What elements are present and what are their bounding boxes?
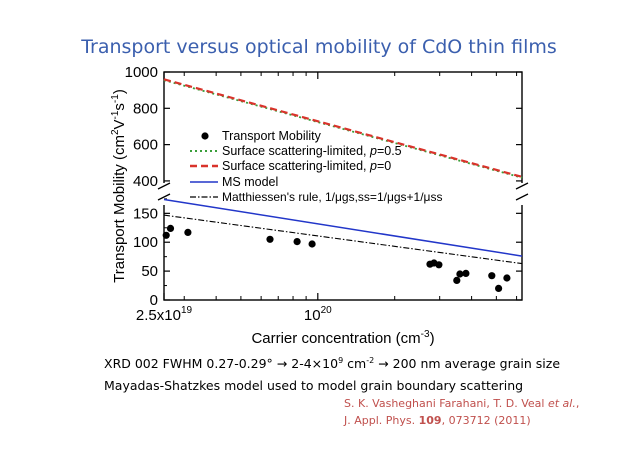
y-tick-label: 100 [133,234,158,251]
data-point [435,261,443,269]
slide-title: Transport versus optical mobility of CdO… [81,36,557,58]
series-line-3 [163,198,523,257]
y-tick-label: 0 [150,292,158,309]
legend-label-ss-05: Surface scattering-limited, p=0.5 [222,144,402,158]
data-point [184,228,192,236]
data-point [453,276,461,284]
legend-label-matthiessen: Matthiessen's rule, 1/μgs,ss=1/μgs+1/μss [222,190,442,204]
series-line-2 [163,78,523,178]
y-tick-label: 50 [141,263,158,280]
note-line-1: XRD 002 FWHM 0.27-0.29° → 2-4×109 cm-2 →… [104,355,561,371]
series-line-4 [163,214,523,265]
legend-label-transport: Transport Mobility [222,129,322,143]
x-axis-label: Carrier concentration (cm-3) [251,329,434,347]
citation-authors: S. K. Vasheghani Farahani, T. D. Veal et… [344,397,580,410]
data-point [308,240,316,248]
note-line-2: Mayadas-Shatzkes model used to model gra… [104,378,524,393]
legend-label-ss-0: Surface scattering-limited, p=0 [222,159,391,173]
data-point [488,272,496,280]
data-points [162,224,511,292]
y-tick-label: 600 [133,137,158,154]
data-point [462,269,470,277]
series-line-1 [163,79,523,179]
x-tick-label: 2.5x1019 [136,305,193,324]
legend-marker-dot [201,132,209,140]
data-point [456,270,464,278]
y-axis-label: Transport Mobility (cm2V-1s-1) [110,89,128,283]
citation-journal: J. Appl. Phys. 109, 073712 (2011) [344,414,531,427]
data-point [266,235,274,243]
legend: Transport Mobility Surface scattering-li… [190,129,442,204]
data-point [503,274,511,282]
legend-label-ms-model: MS model [222,175,278,189]
data-point [293,238,301,246]
x-tick-label: 1020 [304,305,332,324]
data-point [162,231,170,239]
data-point [166,224,175,232]
y-tick-label: 400 [133,173,158,190]
axis-break-left [157,182,171,205]
plot-frame [163,71,523,301]
series-lines [163,78,523,265]
tick-labels: 0 50 100 150 400 600 800 1000 2.5x1019 1020 [125,64,333,324]
y-tick-label: 150 [133,205,158,222]
data-point [495,284,503,292]
y-tick-label: 800 [133,100,158,117]
y-tick-label: 1000 [125,64,158,81]
axis-ticks [163,71,522,301]
axis-break-right [515,182,529,205]
